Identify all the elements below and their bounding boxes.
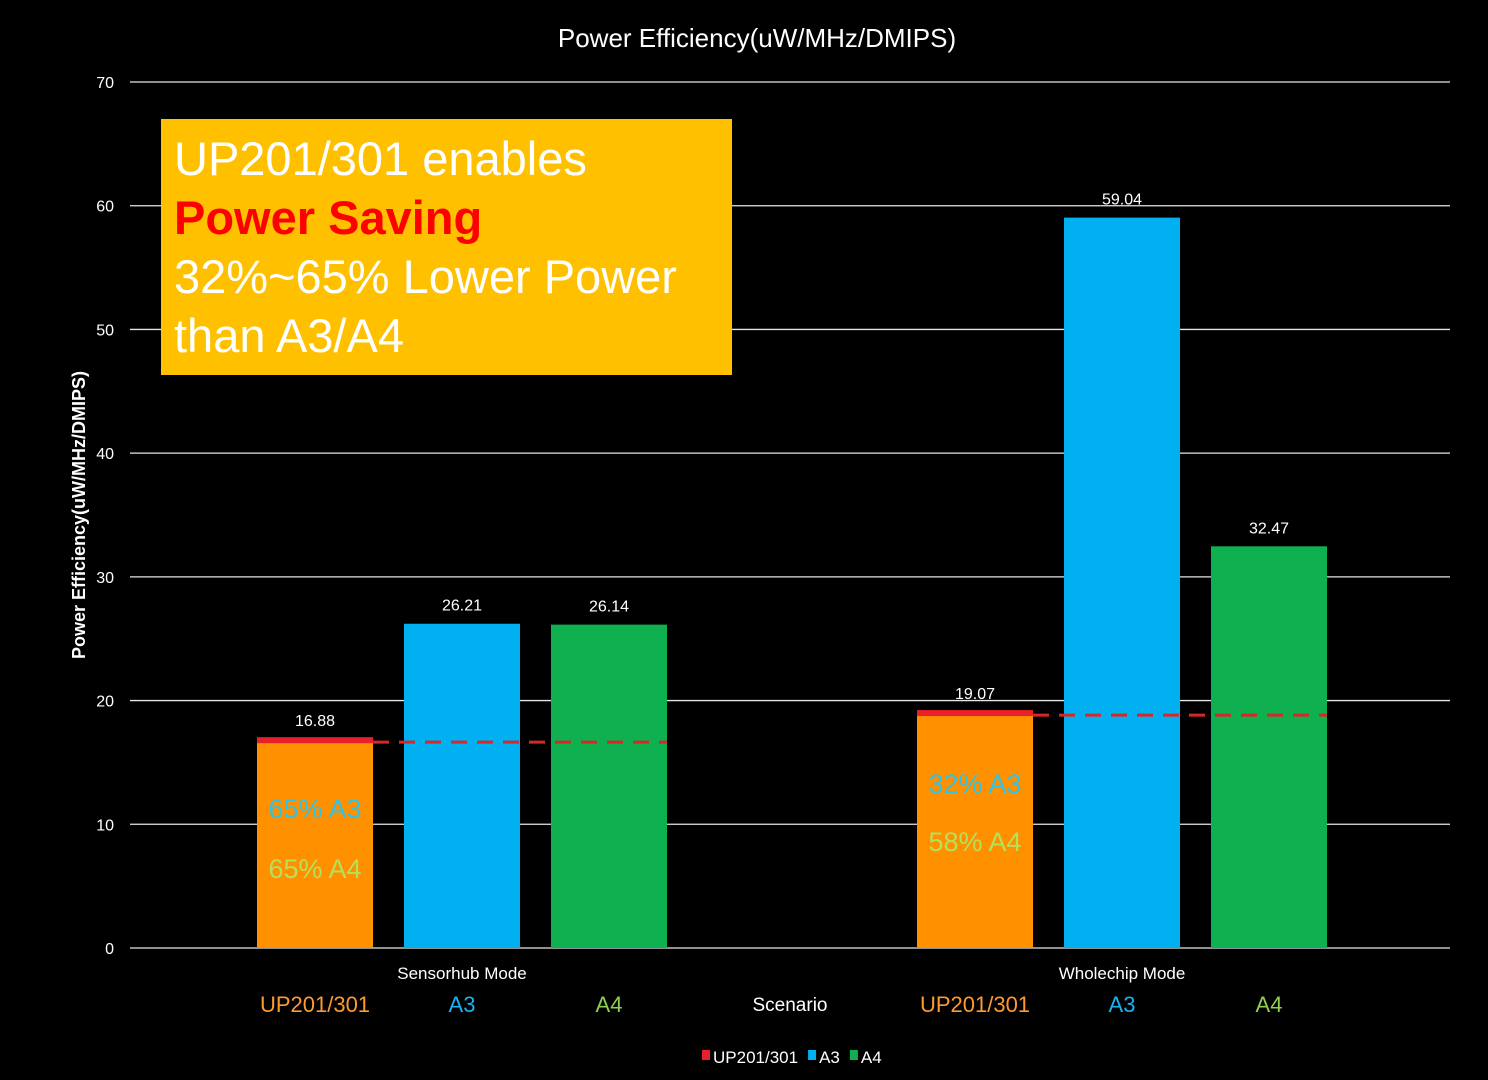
value-label: 59.04 [1102,192,1142,209]
value-label: 19.07 [955,686,995,703]
bar-a3 [404,623,520,948]
legend-swatch [808,1050,817,1060]
value-labels: 16.88 26.21 26.14 19.07 59.04 32.47 [295,192,1289,731]
bar-annotations: 65% A3 65% A4 32% A3 58% A4 [268,769,1021,884]
value-label: 26.21 [442,598,482,615]
callout-box: UP201/301 enables Power Saving 32%~65% L… [161,119,732,375]
value-label: 26.14 [589,599,629,616]
legend-label: A3 [819,1048,840,1067]
value-label: 32.47 [1249,520,1289,537]
bar-a4 [1211,546,1327,948]
y-tick-label: 10 [96,817,114,834]
reference-lines [373,713,1327,744]
bar-annotation: 65% A3 [268,794,361,824]
bar-annotation: 58% A4 [928,827,1021,857]
series-label-up201-301: UP201/301 [920,992,1030,1017]
y-axis-label: Power Efficiency(uW/MHz/DMIPS) [69,371,89,659]
category-labels: Sensorhub Mode Wholechip Mode [397,964,1185,983]
bar-top-marker [257,737,373,744]
bar-annotation: 65% A4 [268,854,361,884]
bars [257,217,1327,949]
callout-line-3: 32%~65% Lower Power [174,250,677,303]
bar-top-marker [917,710,1033,717]
y-tick-label: 60 [96,199,114,216]
legend: UP201/301 A3 A4 [702,1048,882,1067]
value-label: 16.88 [295,713,335,730]
bar-up201-301 [917,712,1033,948]
x-axis-label: Scenario [753,995,828,1016]
series-label-a3: A3 [1109,992,1136,1017]
y-tick-label: 70 [96,75,114,92]
y-tick-label: 40 [96,446,114,463]
y-tick-label: 30 [96,570,114,587]
bar-up201-301 [257,739,373,948]
bar-a4 [551,624,667,948]
y-tick-label: 20 [96,694,114,711]
callout-line-1: UP201/301 enables [174,132,587,185]
y-tick-label: 0 [105,941,114,958]
category-label: Wholechip Mode [1059,964,1186,983]
bar-a3 [1064,217,1180,949]
category-label: Sensorhub Mode [397,964,526,983]
series-labels: UP201/301 A3 A4 UP201/301 A3 A4 [260,992,1283,1017]
legend-swatch [702,1050,710,1060]
series-label-a3: A3 [449,992,476,1017]
series-label-a4: A4 [1256,992,1283,1017]
chart-title: Power Efficiency(uW/MHz/DMIPS) [558,23,956,53]
callout-line-4: than A3/A4 [174,309,404,362]
callout-line-2: Power Saving [174,191,483,244]
legend-swatch [849,1050,858,1060]
bar-annotation: 32% A3 [928,769,1021,799]
series-label-up201-301: UP201/301 [260,992,370,1017]
series-label-a4: A4 [596,992,623,1017]
y-tick-labels: 0 10 20 30 40 50 60 70 [96,75,114,958]
legend-label: UP201/301 [713,1048,798,1067]
legend-label: A4 [861,1048,882,1067]
y-tick-label: 50 [96,322,114,339]
